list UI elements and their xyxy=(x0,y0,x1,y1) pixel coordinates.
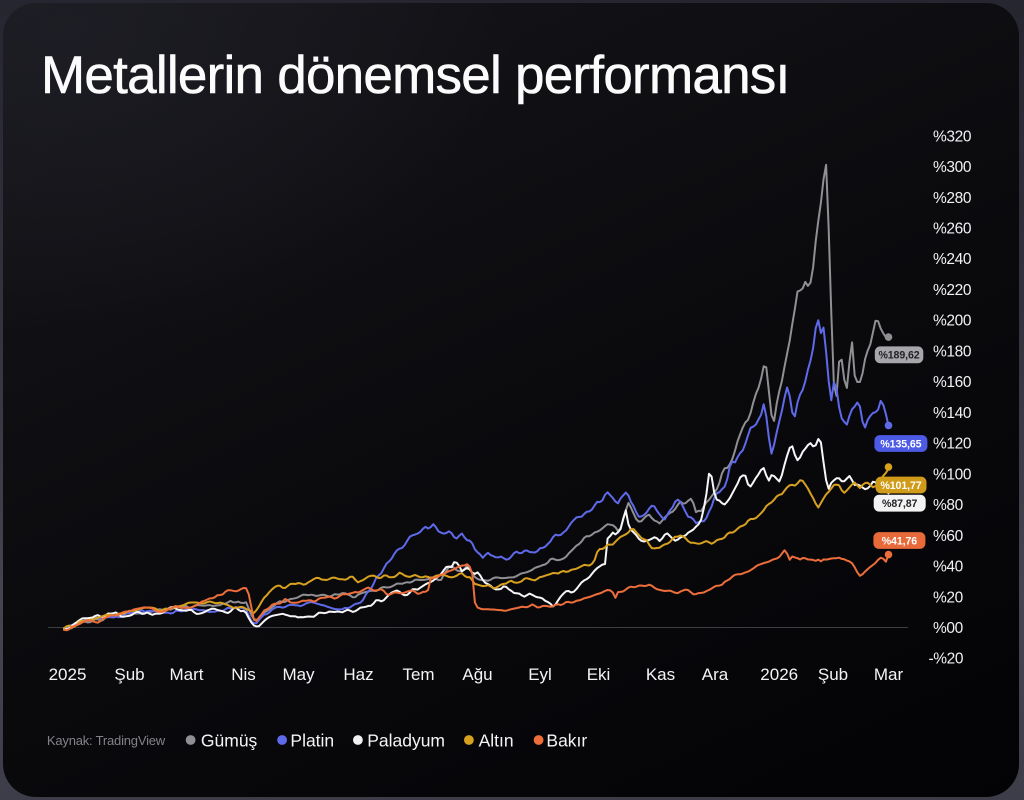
svg-text:Şub: Şub xyxy=(114,665,144,684)
svg-text:%60: %60 xyxy=(933,528,964,545)
svg-text:%00: %00 xyxy=(933,620,964,637)
svg-text:Kaynak: TradingView: Kaynak: TradingView xyxy=(47,733,166,748)
svg-text:%180: %180 xyxy=(933,343,972,360)
svg-text:Şub: Şub xyxy=(818,665,848,684)
svg-text:%200: %200 xyxy=(933,313,972,330)
svg-text:%260: %260 xyxy=(933,221,972,238)
svg-text:Ağu: Ağu xyxy=(462,665,492,684)
svg-text:Tem: Tem xyxy=(402,665,434,684)
svg-text:%87,87: %87,87 xyxy=(882,498,918,510)
svg-text:2026: 2026 xyxy=(760,665,798,684)
svg-text:%80: %80 xyxy=(933,497,964,514)
svg-text:%120: %120 xyxy=(933,436,972,453)
svg-text:Mart: Mart xyxy=(170,665,204,684)
svg-text:Haz: Haz xyxy=(343,665,373,684)
svg-text:Ara: Ara xyxy=(702,665,729,684)
svg-text:%300: %300 xyxy=(933,159,972,176)
svg-text:%135,65: %135,65 xyxy=(880,438,921,450)
svg-text:May: May xyxy=(282,665,315,684)
svg-text:%140: %140 xyxy=(933,405,972,422)
svg-text:%101,77: %101,77 xyxy=(880,480,921,492)
svg-text:%320: %320 xyxy=(933,128,972,145)
svg-text:%240: %240 xyxy=(933,251,972,268)
svg-text:Paladyum: Paladyum xyxy=(367,730,445,750)
svg-text:%189,62: %189,62 xyxy=(878,350,919,362)
svg-text:Kas: Kas xyxy=(646,665,675,684)
svg-text:Platin: Platin xyxy=(290,730,334,750)
svg-text:%20: %20 xyxy=(933,589,964,606)
svg-text:%220: %220 xyxy=(933,282,972,299)
svg-text:Nis: Nis xyxy=(231,665,256,684)
svg-text:-%20: -%20 xyxy=(929,651,964,668)
svg-text:2025: 2025 xyxy=(49,665,87,684)
svg-text:Gümüş: Gümüş xyxy=(201,730,258,750)
svg-text:Eki: Eki xyxy=(587,665,611,684)
svg-text:%280: %280 xyxy=(933,190,972,207)
svg-text:Mar: Mar xyxy=(874,665,904,684)
svg-text:%160: %160 xyxy=(933,374,972,391)
svg-text:Altın: Altın xyxy=(479,730,514,750)
svg-text:Bakır: Bakır xyxy=(546,730,587,750)
svg-text:%40: %40 xyxy=(933,559,964,576)
svg-text:%41,76: %41,76 xyxy=(882,535,918,547)
svg-text:Eyl: Eyl xyxy=(528,665,552,684)
svg-text:%100: %100 xyxy=(933,466,972,483)
